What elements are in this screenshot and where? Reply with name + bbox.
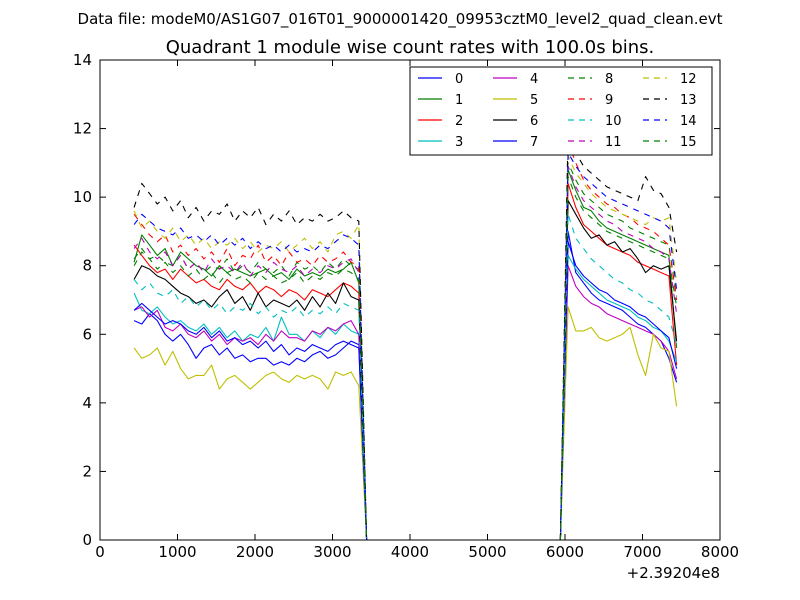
series-line-8: [133, 162, 678, 541]
legend-label-2: 2: [455, 114, 463, 129]
series-line-5: [133, 306, 678, 541]
series-line-7: [133, 241, 678, 541]
legend-label-4: 4: [530, 72, 538, 87]
legend-label-9: 9: [605, 93, 613, 108]
x-tick-label: 2000: [236, 543, 274, 561]
y-tick-label: 14: [73, 51, 92, 69]
series-line-3: [133, 254, 678, 541]
legend-label-11: 11: [605, 135, 622, 150]
y-tick-label: 0: [82, 531, 92, 549]
legend-label-5: 5: [530, 93, 538, 108]
legend-label-8: 8: [605, 72, 613, 87]
series-line-6: [133, 200, 678, 541]
legend-label-1: 1: [455, 93, 463, 108]
x-tick-label: 4000: [391, 543, 429, 561]
legend-label-13: 13: [680, 93, 697, 108]
y-tick-label: 10: [73, 188, 92, 206]
x-tick-label: 1000: [158, 543, 196, 561]
y-tick-label: 4: [82, 394, 92, 412]
x-tick-label: 3000: [313, 543, 351, 561]
series-line-1: [133, 169, 678, 541]
series-line-14: [133, 152, 678, 541]
legend-label-6: 6: [530, 114, 538, 129]
series-line-12: [133, 155, 678, 541]
x-offset-label: +2.39204e8: [627, 564, 720, 582]
x-axis: 0 1000 2000 3000 4000 5000 6000 7000 8000: [95, 60, 739, 561]
legend-label-10: 10: [605, 114, 622, 129]
series-line-2: [133, 182, 678, 541]
series-line-9: [133, 141, 678, 541]
legend-label-7: 7: [530, 135, 538, 150]
series-layer: [133, 128, 678, 541]
legend-label-12: 12: [680, 72, 697, 87]
data-file-label: Data file: modeM0/AS1G07_016T01_90000014…: [78, 10, 723, 29]
y-tick-label: 8: [82, 257, 92, 275]
series-line-13: [133, 128, 678, 541]
legend-frame: [409, 66, 713, 156]
legend-label-0: 0: [455, 72, 463, 87]
series-line-4: [133, 265, 678, 541]
chart-title: Quadrant 1 module wise count rates with …: [166, 37, 655, 58]
x-tick-label: 5000: [468, 543, 506, 561]
y-tick-label: 6: [82, 325, 92, 343]
x-tick-label: 6000: [546, 543, 584, 561]
legend-label-15: 15: [680, 135, 697, 150]
x-tick-label: 0: [95, 543, 105, 561]
series-line-0: [133, 230, 678, 541]
y-tick-label: 2: [82, 462, 92, 480]
legend-label-3: 3: [455, 135, 463, 150]
x-tick-label: 7000: [623, 543, 661, 561]
legend-label-14: 14: [680, 114, 697, 129]
y-tick-label: 12: [73, 120, 92, 138]
x-tick-label: 8000: [701, 543, 739, 561]
